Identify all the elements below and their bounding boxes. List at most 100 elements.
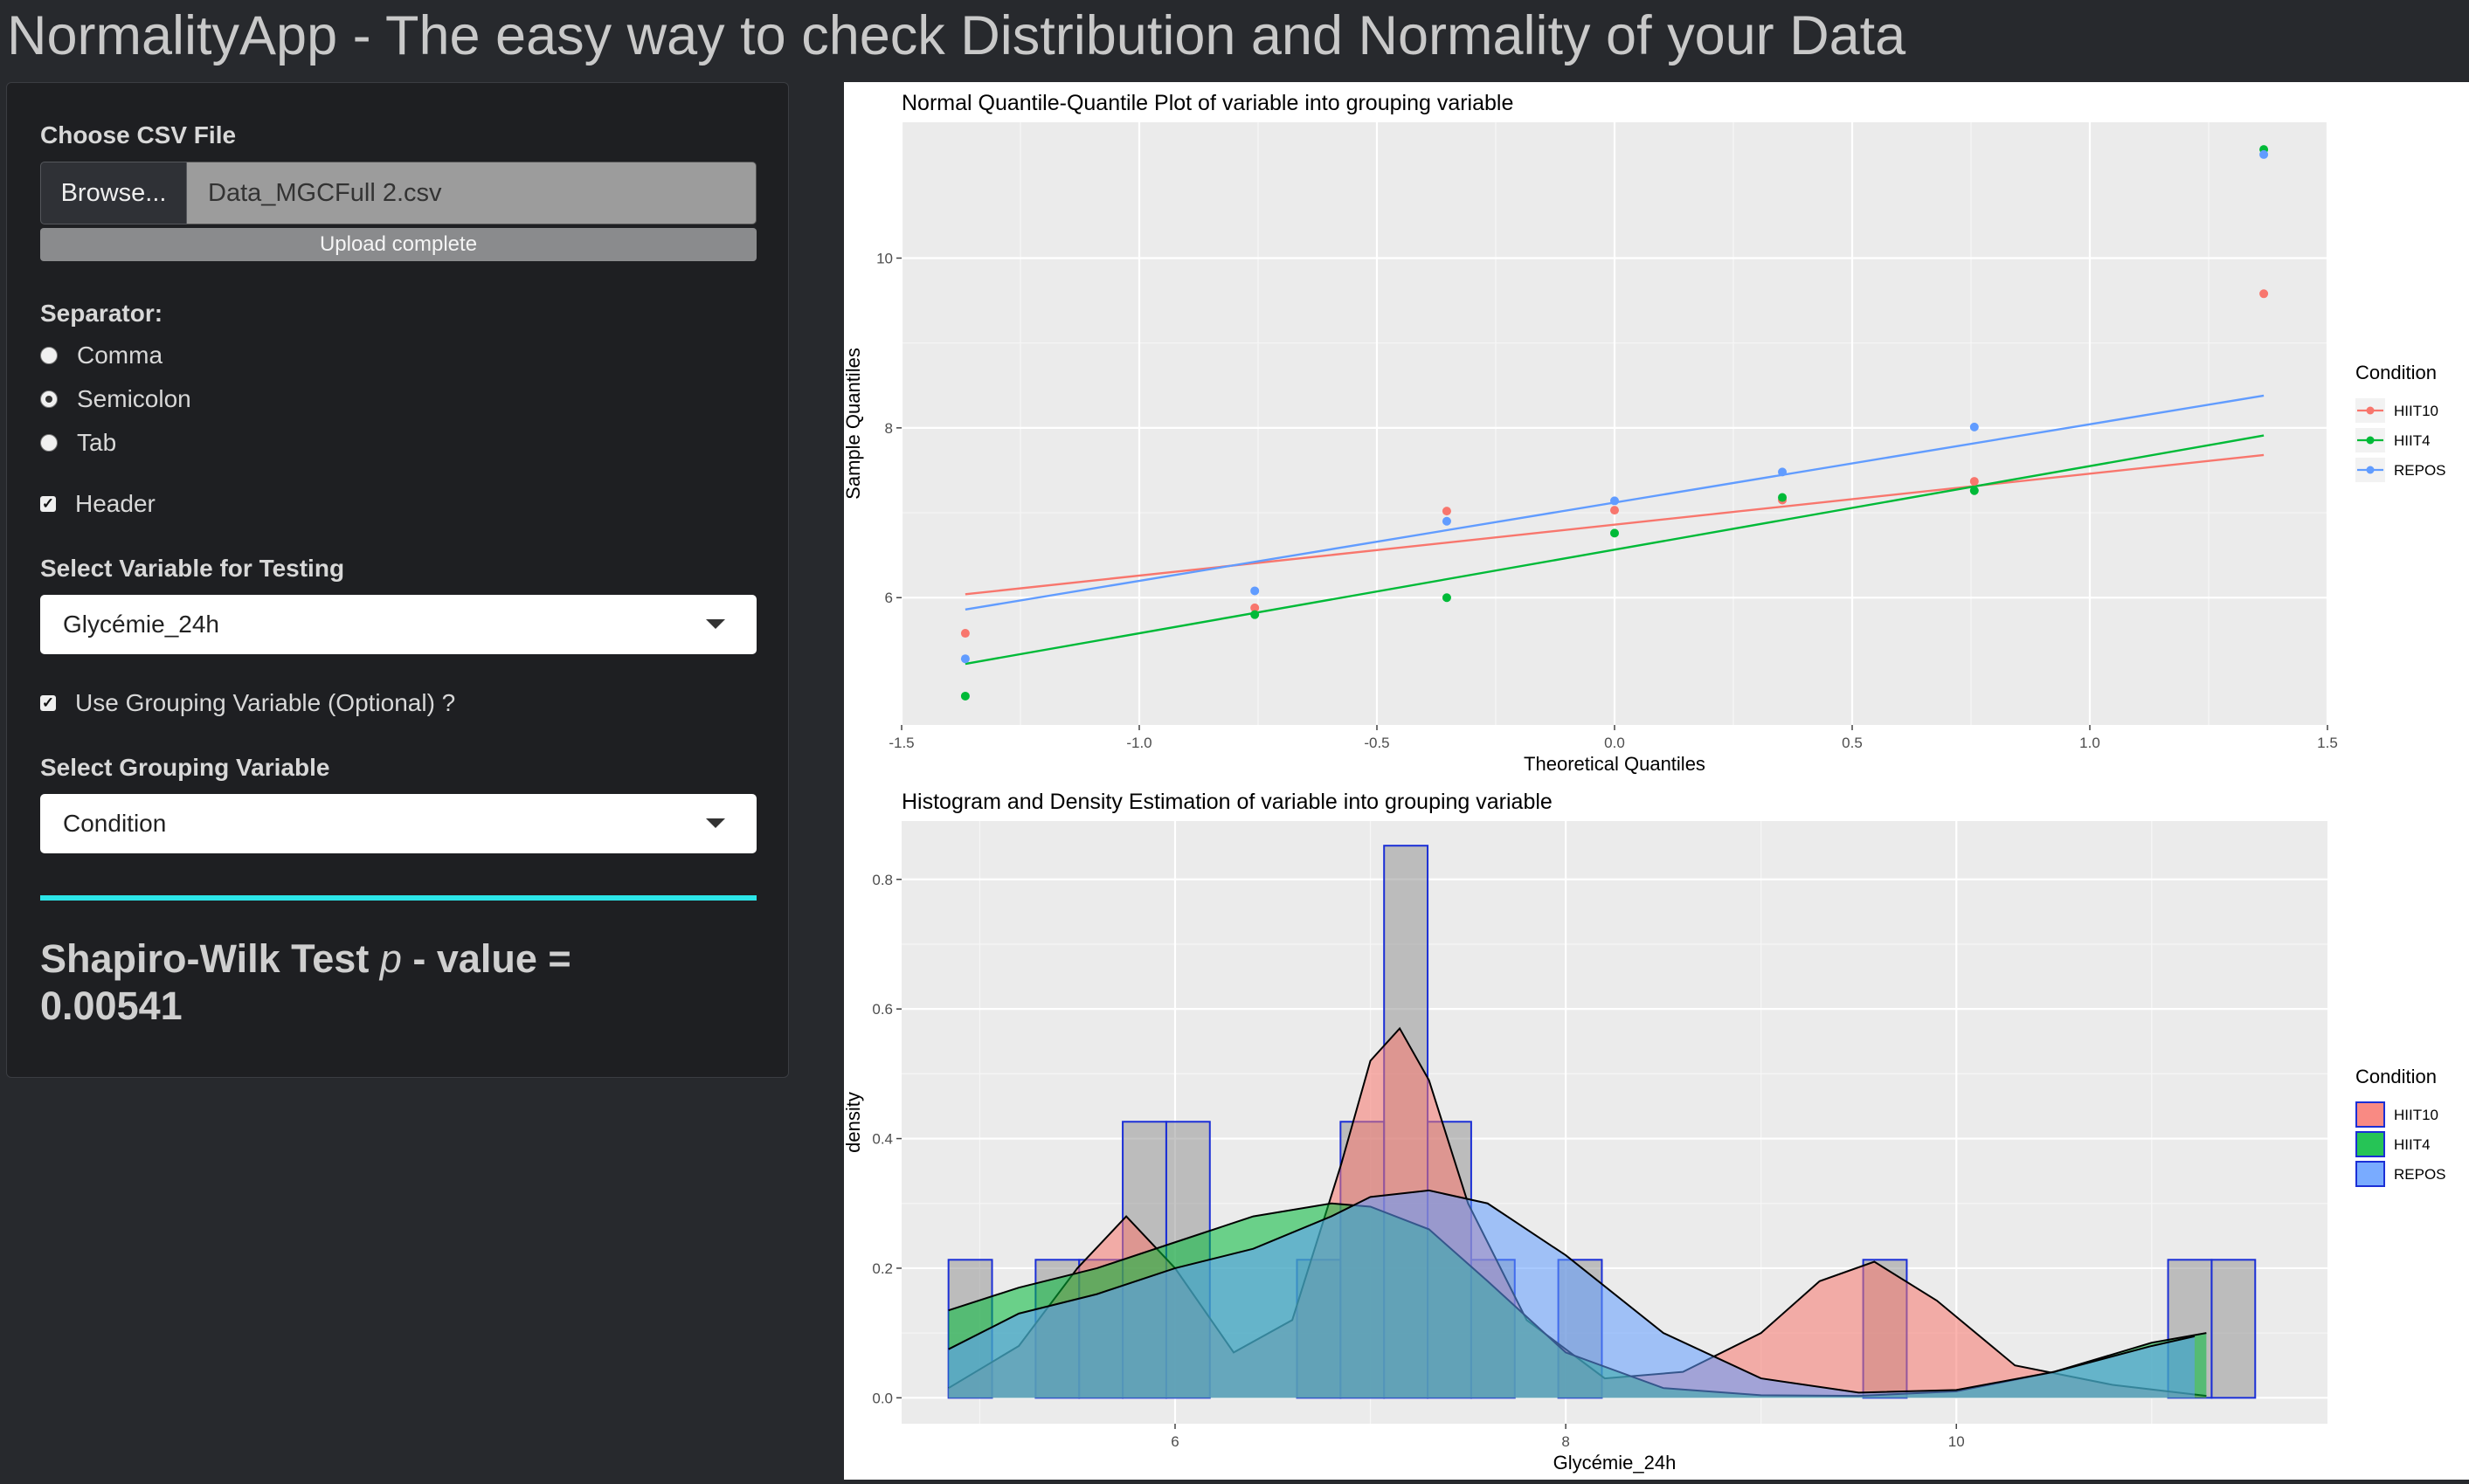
result-p-value: 0.00541 [40,984,183,1028]
chart-title: Histogram and Density Estimation of vari… [902,790,1553,814]
file-name-field: Data_MGCFull 2.csv [187,162,757,224]
variable-label: Select Variable for Testing [40,555,345,582]
x-axis-label: Theoretical Quantiles [1524,753,1705,775]
qq-point [1969,422,1979,431]
grouping-checkbox[interactable]: ✓ Use Grouping Variable (Optional) ? [40,689,455,717]
qq-point [1442,516,1451,526]
result-divider [40,895,757,901]
radio-label: Semicolon [77,385,191,412]
chevron-down-icon [706,619,725,629]
result-p-symbol: p [379,936,402,981]
file-label: Choose CSV File [40,121,237,148]
y-tick-label: 0.0 [872,1390,893,1406]
qq-point [1250,586,1260,596]
y-tick-label: 10 [876,250,893,266]
y-axis-label: density [844,1092,864,1153]
y-tick-label: 8 [885,420,893,437]
y-tick-label: 0.4 [872,1131,893,1148]
checkbox-checked-icon[interactable]: ✓ [40,694,56,711]
qq-point [1442,593,1451,603]
radio-button-icon[interactable] [40,347,58,364]
app-title: NormalityApp - The easy way to check Dis… [7,5,1906,66]
qq-point [1250,610,1260,619]
legend-label: HIIT4 [2394,1136,2431,1153]
header-checkbox-label: Header [75,490,156,517]
legend-label: REPOS [2394,1166,2446,1183]
qq-point [1250,603,1260,612]
legend-label: REPOS [2394,462,2446,479]
x-tick-label: 8 [1561,1433,1569,1450]
legend-key [2355,1161,2385,1187]
y-tick-label: 0.6 [872,1001,893,1018]
x-tick-label: 1.5 [2317,735,2338,751]
plot-area: Normal Quantile-Quantile Plot of variabl… [842,82,2469,1480]
sidebar-panel: Choose CSV File Browse... Data_MGCFull 2… [6,82,789,1078]
qq-point [1969,477,1979,487]
legend-title: Condition [2355,362,2437,383]
x-axis-label: Glycémie_24h [1553,1452,1677,1474]
charts-svg: Normal Quantile-Quantile Plot of variabl… [842,91,2446,1474]
density-curve [948,1189,2196,1394]
legend-key [2355,1131,2385,1157]
header-checkbox[interactable]: ✓ Header [40,490,156,518]
shapiro-result: Shapiro-Wilk Test p - value = 0.00541 [40,935,757,1030]
legend-label: HIIT4 [2394,432,2431,449]
qq-point [2259,149,2269,159]
separator-radio-tab[interactable]: Tab [40,429,116,457]
browse-button[interactable]: Browse... [40,162,187,224]
x-tick-label: 6 [1171,1433,1179,1450]
x-tick-label: -1.5 [889,735,914,751]
chevron-down-icon [706,818,725,828]
grouping-label: Select Grouping Variable [40,754,330,781]
radio-label: Tab [77,429,117,456]
variable-select-value: Glycémie_24h [63,611,219,638]
radio-label: Comma [77,342,163,369]
legend-key [2355,1101,2385,1128]
checkbox-checked-icon[interactable]: ✓ [40,495,56,512]
grouping-select-value: Condition [63,810,167,837]
y-tick-label: 6 [885,590,893,606]
x-tick-label: -1.0 [1126,735,1152,751]
x-tick-label: 1.0 [2079,735,2100,751]
qq-reference-line [965,453,2265,596]
y-tick-label: 0.8 [872,872,893,888]
qq-point [960,629,970,638]
legend-point [2366,466,2375,474]
qq-point [960,654,970,664]
density-area [948,1190,2195,1398]
qq-point [1610,506,1619,515]
qq-point [1442,507,1451,516]
separator-radio-comma[interactable]: Comma [40,342,163,369]
qq-reference-line [965,434,2265,666]
legend-label: HIIT10 [2394,1107,2438,1123]
separator-radio-semicolon[interactable]: Semicolon [40,385,191,413]
variable-select[interactable]: Glycémie_24h [40,595,757,654]
qq-point [1778,493,1788,502]
qq-plot: Normal Quantile-Quantile Plot of variabl… [842,91,2446,775]
y-tick-label: 0.2 [872,1260,893,1277]
x-tick-label: 0.5 [1842,735,1863,751]
radio-button-icon[interactable] [40,434,58,452]
grouping-select[interactable]: Condition [40,794,757,853]
qq-point [1969,486,1979,495]
radio-button-selected-icon[interactable] [40,390,58,408]
density-area [948,1028,2207,1398]
result-prefix: Shapiro-Wilk Test [40,936,380,981]
histogram-bar [2210,1259,2257,1399]
file-input[interactable]: Browse... Data_MGCFull 2.csv [40,162,757,224]
histogram-density-plot: Histogram and Density Estimation of vari… [842,790,2446,1474]
y-axis-label: Sample Quantiles [844,348,864,500]
qq-point [960,691,970,701]
x-tick-label: -0.5 [1364,735,1389,751]
qq-point [2259,289,2269,299]
x-tick-label: 10 [1948,1433,1965,1450]
result-middle: - value = [401,936,571,981]
qq-point [1610,528,1619,538]
x-tick-label: 0.0 [1604,735,1625,751]
qq-point [1610,496,1619,506]
legend-point [2366,406,2375,415]
legend-label: HIIT10 [2394,403,2438,419]
density-curve [948,1026,2207,1398]
chart-title: Normal Quantile-Quantile Plot of variabl… [902,91,1513,115]
separator-label: Separator: [40,300,163,327]
